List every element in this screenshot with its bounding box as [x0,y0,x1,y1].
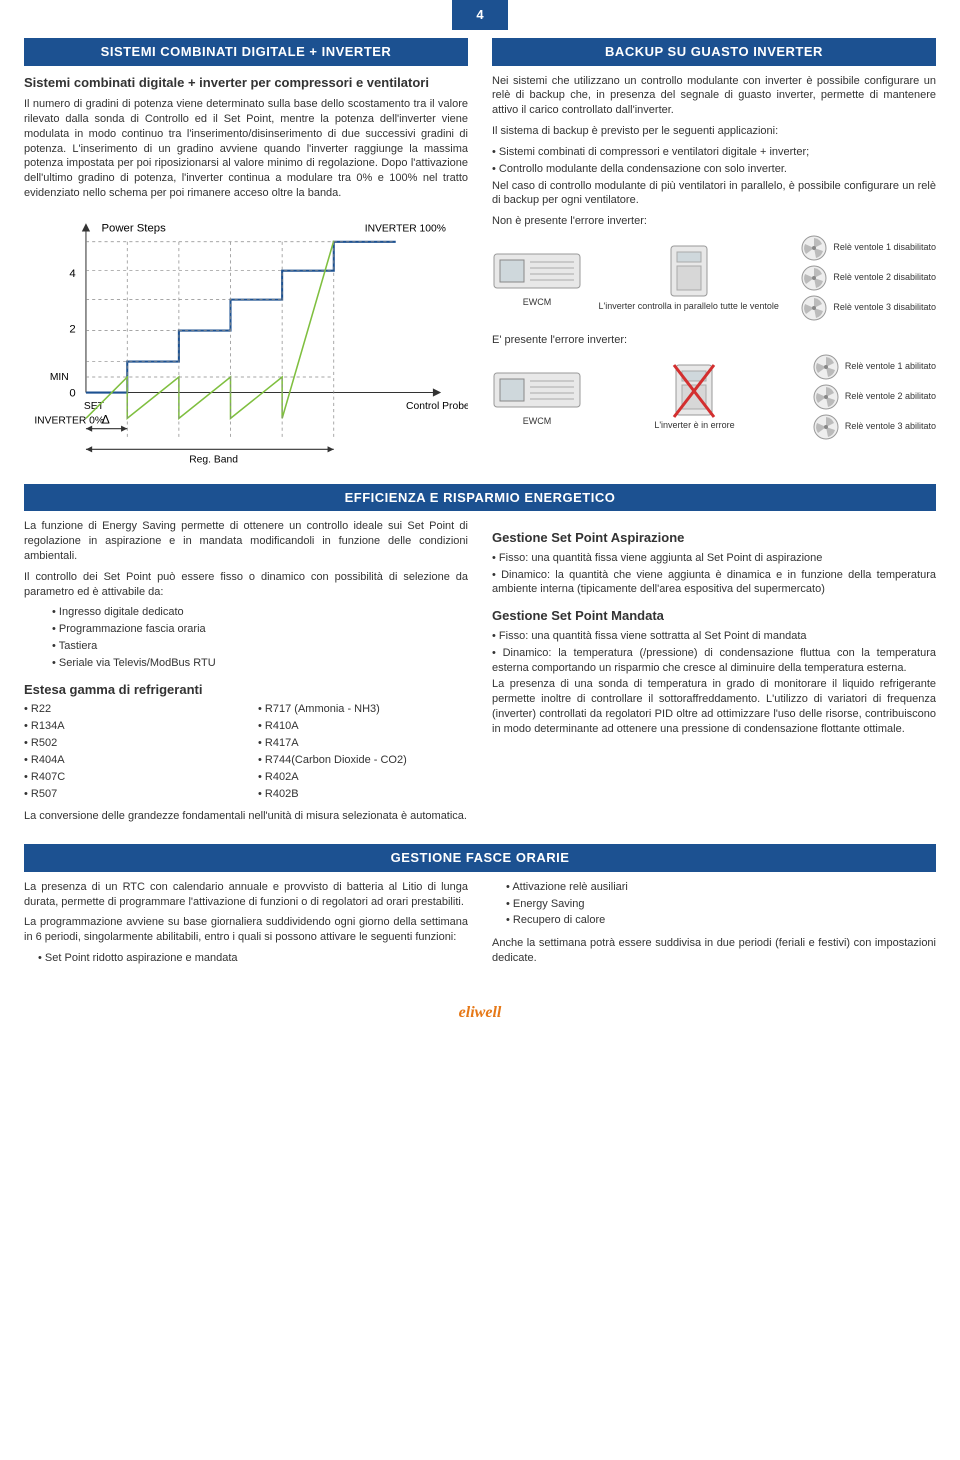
list-item: Attivazione relè ausiliari [506,880,936,895]
fan-icon [813,384,839,410]
list-item: R22 [24,702,234,717]
list-item: Ingresso digitale dedicato [52,605,468,620]
fan-icon [801,295,827,321]
list-item: Seriale via Televis/ModBus RTU [52,656,468,671]
delta-label: Δ [101,413,109,427]
left-subtitle: Sistemi combinati digitale + inverter pe… [24,74,468,92]
list-item: Energy Saving [506,897,936,912]
diagram-error: EWCM L'inverter è in errore Relè ventole… [492,354,936,440]
right-para2: Nel caso di controllo modulante di più v… [492,179,936,209]
asp-title: Gestione Set Point Aspirazione [492,529,936,547]
eff-left-bullets: Ingresso digitale dedicato Programmazion… [24,605,468,670]
error-label: E' presente l'errore inverter: [492,333,936,348]
section-title-right: BACKUP SU GUASTO INVERTER [492,38,936,66]
list-item: R717 (Ammonia - NH3) [258,702,468,717]
eff-left-para1: La funzione di Energy Saving permette di… [24,519,468,564]
list-item: R507 [24,787,234,802]
inverter-error-icon [672,363,716,419]
refrigerants-title: Estesa gamma di refrigeranti [24,681,468,699]
control-probe-label: Control Probe [406,401,468,412]
right-bullet-intro: Il sistema di backup è previsto per le s… [492,124,936,139]
fasce-left-bullets: Set Point ridotto aspirazione e mandata [24,951,468,966]
inv-ok-caption: L'inverter controlla in parallelo tutte … [599,302,779,312]
list-item: R407C [24,770,234,785]
fasce-left-para1: La presenza di un RTC con calendario ann… [24,880,468,910]
list-item: R404A [24,753,234,768]
list-item: R417A [258,736,468,751]
list-item: Dinamico: la quantità che viene aggiunta… [492,568,936,598]
ytick-0: 0 [69,388,75,400]
right-bullet-list: Sistemi combinati di compressori e venti… [492,145,936,177]
list-item: Fisso: una quantità fissa viene aggiunta… [492,551,936,566]
no-error-label: Non è presente l'errore inverter: [492,214,936,229]
fan-icon [801,235,827,261]
fasce-right-para: Anche la settimana potrà essere suddivis… [492,936,936,966]
list-item: Set Point ridotto aspirazione e mandata [38,951,468,966]
asp-bullets: Fisso: una quantità fissa viene aggiunta… [492,551,936,598]
eliwell-logo-icon: eliwell [445,1000,515,1024]
reg-band-label: Reg. Band [189,455,238,465]
fan-icon [813,414,839,440]
list-item: R502 [24,736,234,751]
fan-label: Relè ventole 2 abilitato [845,392,936,402]
refrigerants-list: R22 R134A R502 R404A R407C R507 R717 (Am… [24,702,468,803]
page-number-tab: 4 [452,0,508,30]
footer-logo: eliwell [24,1000,936,1029]
list-item: Dinamico: la temperatura (/pressione) di… [492,646,936,676]
list-item: R410A [258,719,468,734]
inv100-label: INVERTER 100% [365,223,446,234]
left-paragraph: Il numero di gradini di potenza viene de… [24,97,468,201]
list-item: Controllo modulante della condensazione … [492,162,936,177]
ewcm-label: EWCM [523,296,552,308]
list-item: R744(Carbon Dioxide - CO2) [258,753,468,768]
section-title-fasce: GESTIONE FASCE ORARIE [24,844,936,872]
list-item: Programmazione fascia oraria [52,622,468,637]
list-item: Fisso: una quantità fissa viene sottratt… [492,629,936,644]
eff-left-para3: La conversione delle grandezze fondament… [24,809,468,824]
fan-label: Relè ventole 1 disabilitato [833,243,936,253]
man-bullets: Fisso: una quantità fissa viene sottratt… [492,629,936,676]
list-item: R402B [258,787,468,802]
right-para1: Nei sistemi che utilizzano un controllo … [492,74,936,119]
min-label: MIN [50,372,69,383]
list-item: R134A [24,719,234,734]
man-para: La presenza di una sonda di temperatura … [492,677,936,736]
svg-text:eliwell: eliwell [459,1004,502,1021]
y-axis-label: Power Steps [101,222,166,234]
list-item: R402A [258,770,468,785]
fan-icon [801,265,827,291]
ewcm-device-icon [492,248,582,296]
ytick-2: 2 [69,324,75,336]
eff-left-para2: Il controllo dei Set Point può essere fi… [24,570,468,600]
ewcm-device-icon [492,367,582,415]
fan-label: Relè ventole 3 abilitato [845,422,936,432]
power-steps-chart: 4 2 0 Power Steps INVERTER 100% MIN SET … [24,217,468,465]
man-title: Gestione Set Point Mandata [492,607,936,625]
fan-label: Relè ventole 3 disabilitato [833,303,936,313]
list-item: Sistemi combinati di compressori e venti… [492,145,936,160]
fasce-right-bullets: Attivazione relè ausiliari Energy Saving… [492,880,936,929]
ytick-4: 4 [69,268,75,280]
fan-label: Relè ventole 1 abilitato [845,362,936,372]
inverter-icon [667,244,711,300]
inv0-label: INVERTER 0% [34,416,104,427]
section-title-efficienza: EFFICIENZA E RISPARMIO ENERGETICO [24,484,936,512]
list-item: Recupero di calore [506,913,936,928]
ewcm-label: EWCM [523,415,552,427]
inv-err-caption: L'inverter è in errore [654,421,734,431]
fan-label: Relè ventole 2 disabilitato [833,273,936,283]
list-item: Tastiera [52,639,468,654]
fan-icon [813,354,839,380]
section-title-left: SISTEMI COMBINATI DIGITALE + INVERTER [24,38,468,66]
diagram-no-error: EWCM L'inverter controlla in parallelo t… [492,235,936,321]
fasce-left-para2: La programmazione avviene su base giorna… [24,915,468,945]
